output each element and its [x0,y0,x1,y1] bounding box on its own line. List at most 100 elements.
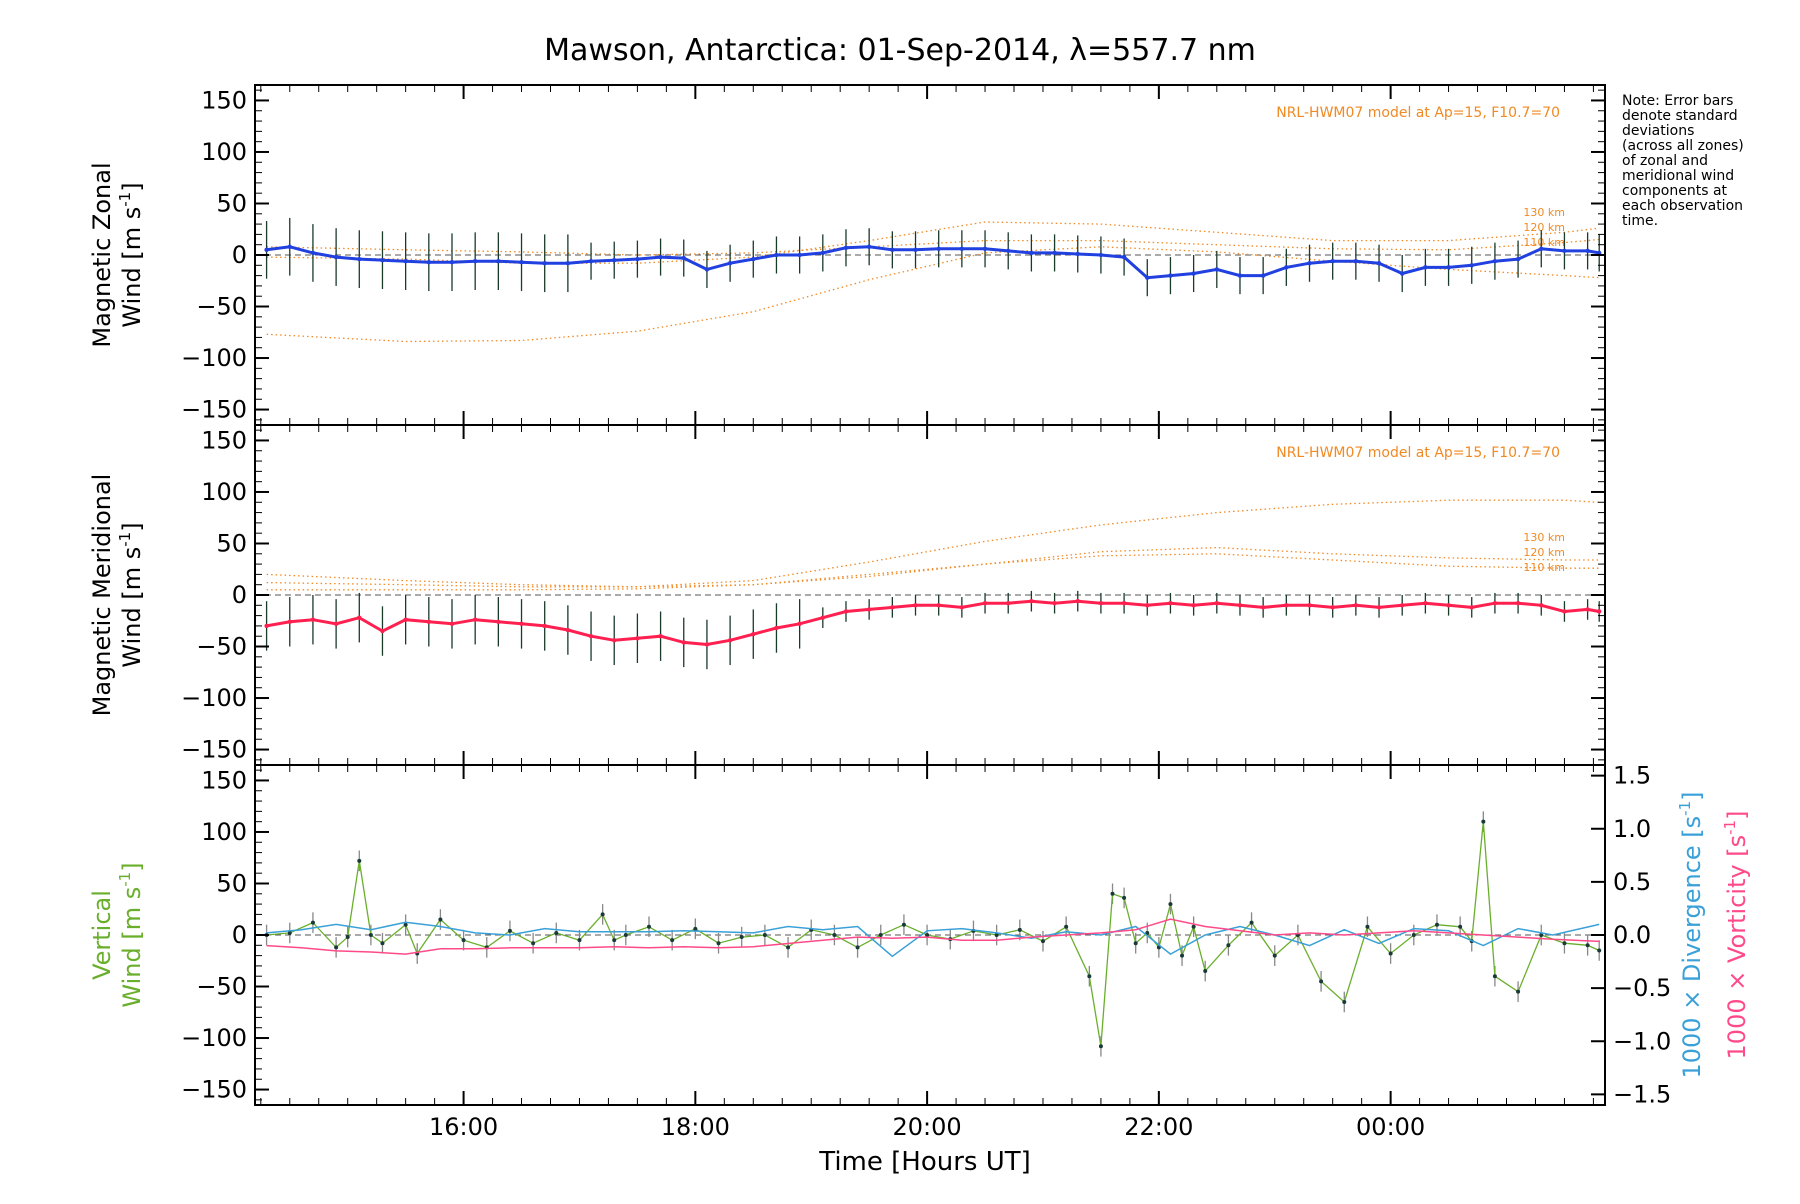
zonal-model-curve-1 [266,221,1600,264]
zonal-point-39 [1168,273,1173,278]
zonal-point-29 [936,246,941,252]
zonal-point-26 [866,244,872,249]
meridional-point-35 [1075,598,1080,604]
zonal-point-37 [1121,254,1127,260]
zonal-point-52 [1469,263,1474,268]
zonal-point-47 [1353,258,1359,264]
zonal-y-axis-title-line1: Magnetic Zonal [88,162,116,347]
zonal-point-56 [1562,248,1567,254]
meridional-point-45 [1307,603,1312,608]
zonal-model-note: NRL-HWM07 model at Ap=15, F10.7=70 [1276,105,1560,121]
meridional-point-32 [1006,601,1011,606]
zonal-point-13 [565,261,571,266]
zonal-point-18 [681,255,686,261]
vertical-point-43 [1133,941,1138,946]
vertical-point-55 [1342,999,1347,1004]
zonal-point-9 [472,258,478,264]
meridional-point-26 [866,607,872,612]
meridional-y-axis-title-line1: Magnetic Meridional [88,474,116,717]
vertical-point-22 [693,926,698,931]
zonal-model-curve-2 [266,238,1600,256]
x-axis-title: Time [Hours UT] [818,1147,1031,1177]
vertical-ytick-label-2: 50 [216,869,247,897]
meridional-point-1 [287,619,292,624]
meridional-point-11 [519,621,524,627]
zonal-point-3 [333,254,339,260]
vertical-point-37 [1040,939,1045,944]
vertical-point-3 [334,945,339,950]
right-ytick-label-1: 1.0 [1613,815,1651,843]
meridional-point-27 [890,605,895,610]
meridional-y-axis-title-sup: -1 [116,532,134,547]
meridional-point-46 [1330,605,1335,610]
zonal-point-35 [1075,251,1080,257]
zonal-model-label-1: 120 km [1523,221,1565,234]
right-axis-title-divergence: 1000 × Divergence [s-1] [1676,791,1706,1078]
vertical-point-54 [1319,979,1324,984]
meridional-point-38 [1145,603,1150,608]
vertical-point-49 [1203,969,1208,974]
zonal-point-12 [542,261,547,266]
meridional-point-50 [1423,601,1428,606]
note-line-8: time. [1622,213,1658,229]
meridional-ytick-label-1: 100 [201,478,247,506]
meridional-point-16 [635,636,640,641]
zonal-ytick-label-0: 150 [201,86,247,114]
zonal-y-axis-title-line2: Wind [m s-1] [116,182,146,327]
meridional-model-curve-2 [266,553,1600,591]
zonal-point-53 [1492,258,1498,264]
zonal-point-48 [1376,261,1382,266]
right-ytick-label-3: 0.0 [1613,921,1651,949]
vertical-point-41 [1110,891,1115,896]
panels: NRL-HWM07 model at Ap=15, F10.7=70 130 km… [88,84,1751,1109]
zonal-point-23 [797,252,802,258]
note-line-2: deviations [1622,123,1694,139]
meridional-point-25 [843,609,849,614]
vertical-point-13 [507,928,512,933]
vertical-point-29 [855,945,860,950]
zonal-point-8 [449,260,455,265]
meridional-point-21 [751,631,756,637]
meridional-point-22 [774,625,779,631]
meridional-point-54 [1515,601,1521,606]
meridional-point-53 [1492,601,1498,606]
vertical-point-48 [1191,924,1196,929]
right-axis-title-vorticity-main: 1000 × Vorticity [s [1723,835,1751,1060]
vertical-point-4 [345,935,350,940]
vertical-point-64 [1516,989,1521,994]
zonal-point-34 [1052,250,1057,256]
vertical-point-35 [994,933,999,937]
zonal-y-axis-title-sup: -1 [116,192,134,207]
vertical-point-28 [832,933,837,937]
meridional-point-6 [403,617,408,622]
zonal-point-24 [820,250,826,256]
meridional-point-5 [380,628,385,634]
zonal-point-57 [1585,248,1590,254]
note-line-4: of zonal and [1622,153,1708,169]
vertical-point-58 [1411,933,1416,937]
vertical-y-axis-title-line1: Vertical [88,890,116,980]
zonal-point-2 [310,250,316,256]
zonal-point-17 [658,254,663,260]
vertical-point-65 [1539,933,1544,937]
vertical-point-60 [1458,924,1463,929]
vertical-point-7 [380,941,385,946]
vertical-point-11 [461,938,466,943]
vertical-point-39 [1087,974,1092,979]
zonal-point-10 [496,258,501,264]
meridional-point-28 [913,603,918,608]
vertical-point-56 [1365,924,1370,929]
zonal-point-1 [287,244,292,249]
zonal-ytick-label-2: 50 [216,189,247,217]
zonal-point-38 [1145,275,1150,280]
vertical-series-vorticity [266,918,1600,955]
vertical-point-38 [1064,924,1069,929]
right-axis-title-divergence-sup: -1 [1676,801,1694,816]
zonal-point-11 [519,260,524,265]
zonal-model-label-0: 130 km [1523,206,1565,219]
zonal-ytick-label-3: 0 [232,241,247,269]
x-tick-label-1: 18:00 [661,1113,730,1141]
zonal-point-40 [1191,271,1196,276]
vertical-point-42 [1122,895,1127,900]
